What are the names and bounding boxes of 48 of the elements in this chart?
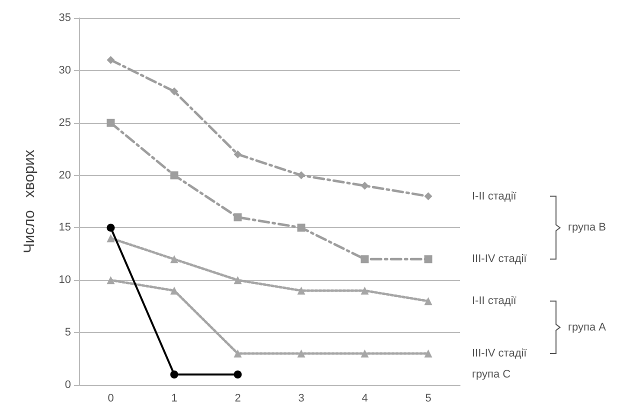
point <box>297 350 306 358</box>
point <box>106 224 115 232</box>
text: III-IV стадії <box>472 348 527 360</box>
y-tick-label: 35 <box>58 12 71 24</box>
point <box>297 171 306 180</box>
y-axis-title: Число хворих <box>21 149 38 254</box>
x-tick-label: 1 <box>171 392 178 404</box>
text: група C <box>472 368 511 381</box>
point <box>360 350 369 358</box>
text: I-II стадії <box>472 190 516 202</box>
text: група B <box>568 222 606 234</box>
x-tick-label: 2 <box>234 392 241 404</box>
y-tick-label: 10 <box>58 274 71 286</box>
x-tick-label: 0 <box>108 392 114 404</box>
y-tick-label: 0 <box>64 379 71 391</box>
point <box>234 150 242 158</box>
point <box>424 192 432 200</box>
point <box>170 370 178 379</box>
point <box>170 171 178 180</box>
x-tick-label: 5 <box>425 392 432 404</box>
point <box>360 255 369 264</box>
point <box>106 234 115 242</box>
point <box>170 255 178 264</box>
point <box>424 350 432 358</box>
point <box>106 56 115 64</box>
y-tick-label: 30 <box>58 64 71 76</box>
x-tick-label: 4 <box>362 392 368 404</box>
x-tick-label: 3 <box>298 392 304 404</box>
point <box>106 118 115 127</box>
y-tick-label: 25 <box>58 116 71 129</box>
text: I-II стадії <box>472 295 516 308</box>
point <box>424 255 432 264</box>
point <box>297 224 306 232</box>
y-tick-label: 20 <box>58 169 71 182</box>
point <box>106 276 115 284</box>
point <box>234 213 242 222</box>
point <box>360 286 369 295</box>
point <box>424 297 432 306</box>
text: III-IV стадії <box>472 253 527 266</box>
text: група A <box>568 321 607 334</box>
point <box>234 350 242 358</box>
y-tick-label: 15 <box>58 222 71 234</box>
point <box>234 276 242 284</box>
point <box>170 87 178 96</box>
y-tick-label: 5 <box>64 326 71 339</box>
point <box>297 286 306 295</box>
point <box>234 370 242 379</box>
point <box>360 182 369 190</box>
